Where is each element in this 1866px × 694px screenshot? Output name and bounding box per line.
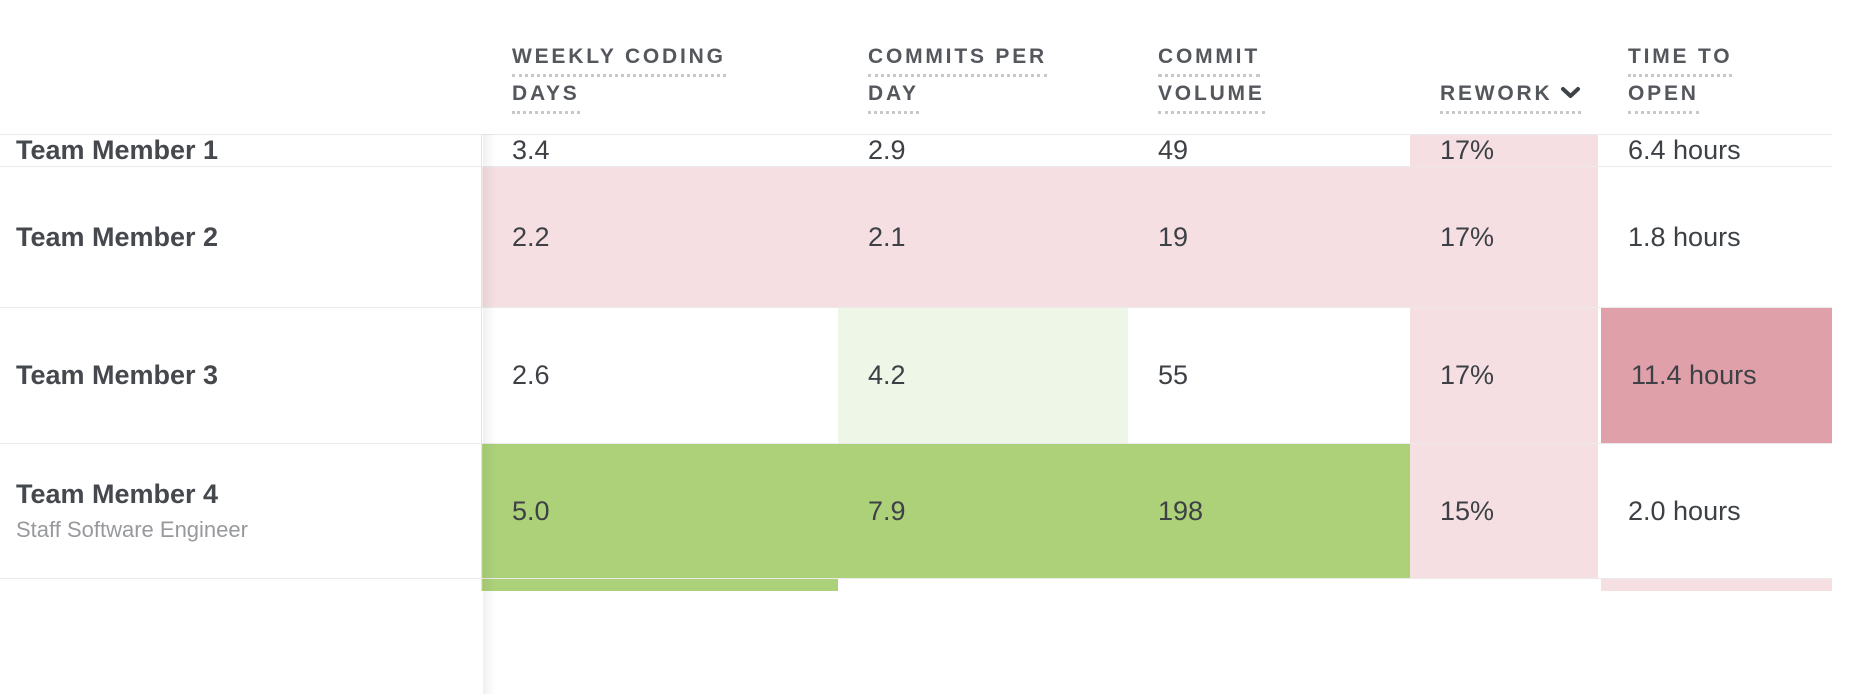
table-row[interactable]: Team Member 3 2.6 4.2 55 17% 11.4 hours [0,307,1832,443]
column-header-weekly-coding-days[interactable]: WEEKLY CODING DAYS [482,0,838,134]
metric-value: 5.0 [512,495,550,526]
table-row[interactable]: Team Member 4 Staff Software Engineer 5.0 7… [0,443,1832,578]
metric-cell-commit-volume[interactable]: 198 [1128,444,1410,578]
metric-value: 55 [1158,360,1189,390]
metric-value: 17% [1440,360,1495,390]
metric-value: 1.8 hours [1628,221,1741,252]
column-header-text: COMMITS PER [868,45,1047,68]
column-header-label: OPEN [1628,82,1699,114]
column-header-text: REWORK [1440,82,1553,105]
member-name: Team Member 2 [16,221,219,252]
metric-cell-rework [1410,579,1598,591]
metric-cell-rework[interactable]: 17% [1410,135,1598,166]
member-name-cell[interactable]: Team Member 1 [0,135,482,166]
metric-cell-commits-per-day [838,579,1128,591]
column-header-text: VOLUME [1158,82,1265,105]
metric-cell-commits-per-day[interactable]: 7.9 [838,444,1128,578]
column-header-member [0,0,482,134]
metric-value: 19 [1158,221,1189,252]
chevron-down-icon [1560,81,1581,105]
metric-value: 2.6 [512,360,550,390]
member-name-cell[interactable]: Team Member 3 [0,308,482,443]
column-header-label: DAYS [512,82,580,114]
table-row[interactable]: Team Member 1 3.4 2.9 49 17% 6.4 hours [0,134,1832,166]
member-name-cell [0,579,482,591]
column-header-label: TIME TO [1628,45,1733,77]
metric-value: 198 [1158,495,1204,526]
metric-cell-rework[interactable]: 15% [1410,444,1598,578]
column-header-commit-volume[interactable]: COMMIT VOLUME [1128,0,1410,134]
column-header-label: COMMITS PER [868,45,1047,77]
metric-value: 7.9 [868,495,906,526]
table-body: Team Member 1 3.4 2.9 49 17% 6.4 hours Team Me… [0,134,1866,591]
metric-cell-weekly-coding-days[interactable]: 2.6 [482,308,838,443]
column-header-text: OPEN [1628,82,1699,105]
table-row[interactable]: Team Member 2 2.2 2.1 19 17% 1.8 hours [0,166,1832,307]
column-header-label: VOLUME [1158,82,1265,114]
table-header-row: WEEKLY CODING DAYS COMMITS PER DAY COMMIT VOL… [0,0,1832,134]
column-header-text: DAY [868,82,919,105]
column-header-label: WEEKLY CODING [512,45,726,77]
column-header-text: COMMIT [1158,45,1260,68]
metric-value: 4.2 [868,360,906,390]
metric-cell-commit-volume [1128,579,1410,591]
metric-cell-weekly-coding-days[interactable]: 5.0 [482,444,838,578]
metric-cell-rework[interactable]: 17% [1410,308,1598,443]
member-name-cell[interactable]: Team Member 4 Staff Software Engineer [0,444,482,578]
column-header-time-to-open[interactable]: TIME TO OPEN [1598,0,1832,134]
metric-cell-commits-per-day[interactable]: 2.1 [838,167,1128,307]
member-role: Staff Software Engineer [16,517,248,542]
metric-cell-commit-volume[interactable]: 49 [1128,135,1410,166]
column-header-label: DAY [868,82,919,114]
metric-value: 2.2 [512,221,550,252]
table-row-partial[interactable] [0,578,1832,591]
metric-cell-weekly-coding-days[interactable]: 2.2 [482,167,838,307]
metric-cell-commits-per-day[interactable]: 4.2 [838,308,1128,443]
metric-value: 6.4 hours [1628,135,1741,165]
metric-cell-time-to-open[interactable]: 2.0 hours [1598,444,1832,578]
column-header-text: WEEKLY CODING [512,45,726,68]
metric-cell-time-to-open [1598,579,1832,591]
metric-cell-time-to-open[interactable]: 1.8 hours [1598,167,1832,307]
metric-value: 15% [1440,495,1495,526]
member-name-cell[interactable]: Team Member 2 [0,167,482,307]
metric-value: 17% [1440,135,1495,165]
column-header-label: COMMIT [1158,45,1260,77]
metric-value: 2.1 [868,221,906,252]
metric-value: 49 [1158,135,1189,165]
metric-cell-time-to-open[interactable]: 11.4 hours [1598,308,1832,443]
metric-cell-weekly-coding-days[interactable]: 3.4 [482,135,838,166]
member-name: Team Member 4 [16,479,219,509]
metric-cell-commit-volume[interactable]: 19 [1128,167,1410,307]
metric-value: 3.4 [512,135,550,165]
metric-value: 11.4 hours [1631,360,1757,390]
metric-cell-weekly-coding-days [482,579,838,591]
column-header-text: TIME TO [1628,45,1733,68]
metric-cell-time-to-open[interactable]: 6.4 hours [1598,135,1832,166]
metric-cell-commits-per-day[interactable]: 2.9 [838,135,1128,166]
column-header-label: REWORK [1440,81,1582,114]
column-header-rework[interactable]: REWORK [1410,0,1598,134]
member-name: Team Member 3 [16,360,219,390]
metric-value: 2.9 [868,135,906,165]
column-header-commits-per-day[interactable]: COMMITS PER DAY [838,0,1128,134]
metric-value: 2.0 hours [1628,495,1741,526]
metric-value: 17% [1440,221,1495,252]
metric-cell-rework[interactable]: 17% [1410,167,1598,307]
column-header-text: DAYS [512,82,580,105]
metric-cell-commit-volume[interactable]: 55 [1128,308,1410,443]
member-name: Team Member 1 [16,135,219,165]
